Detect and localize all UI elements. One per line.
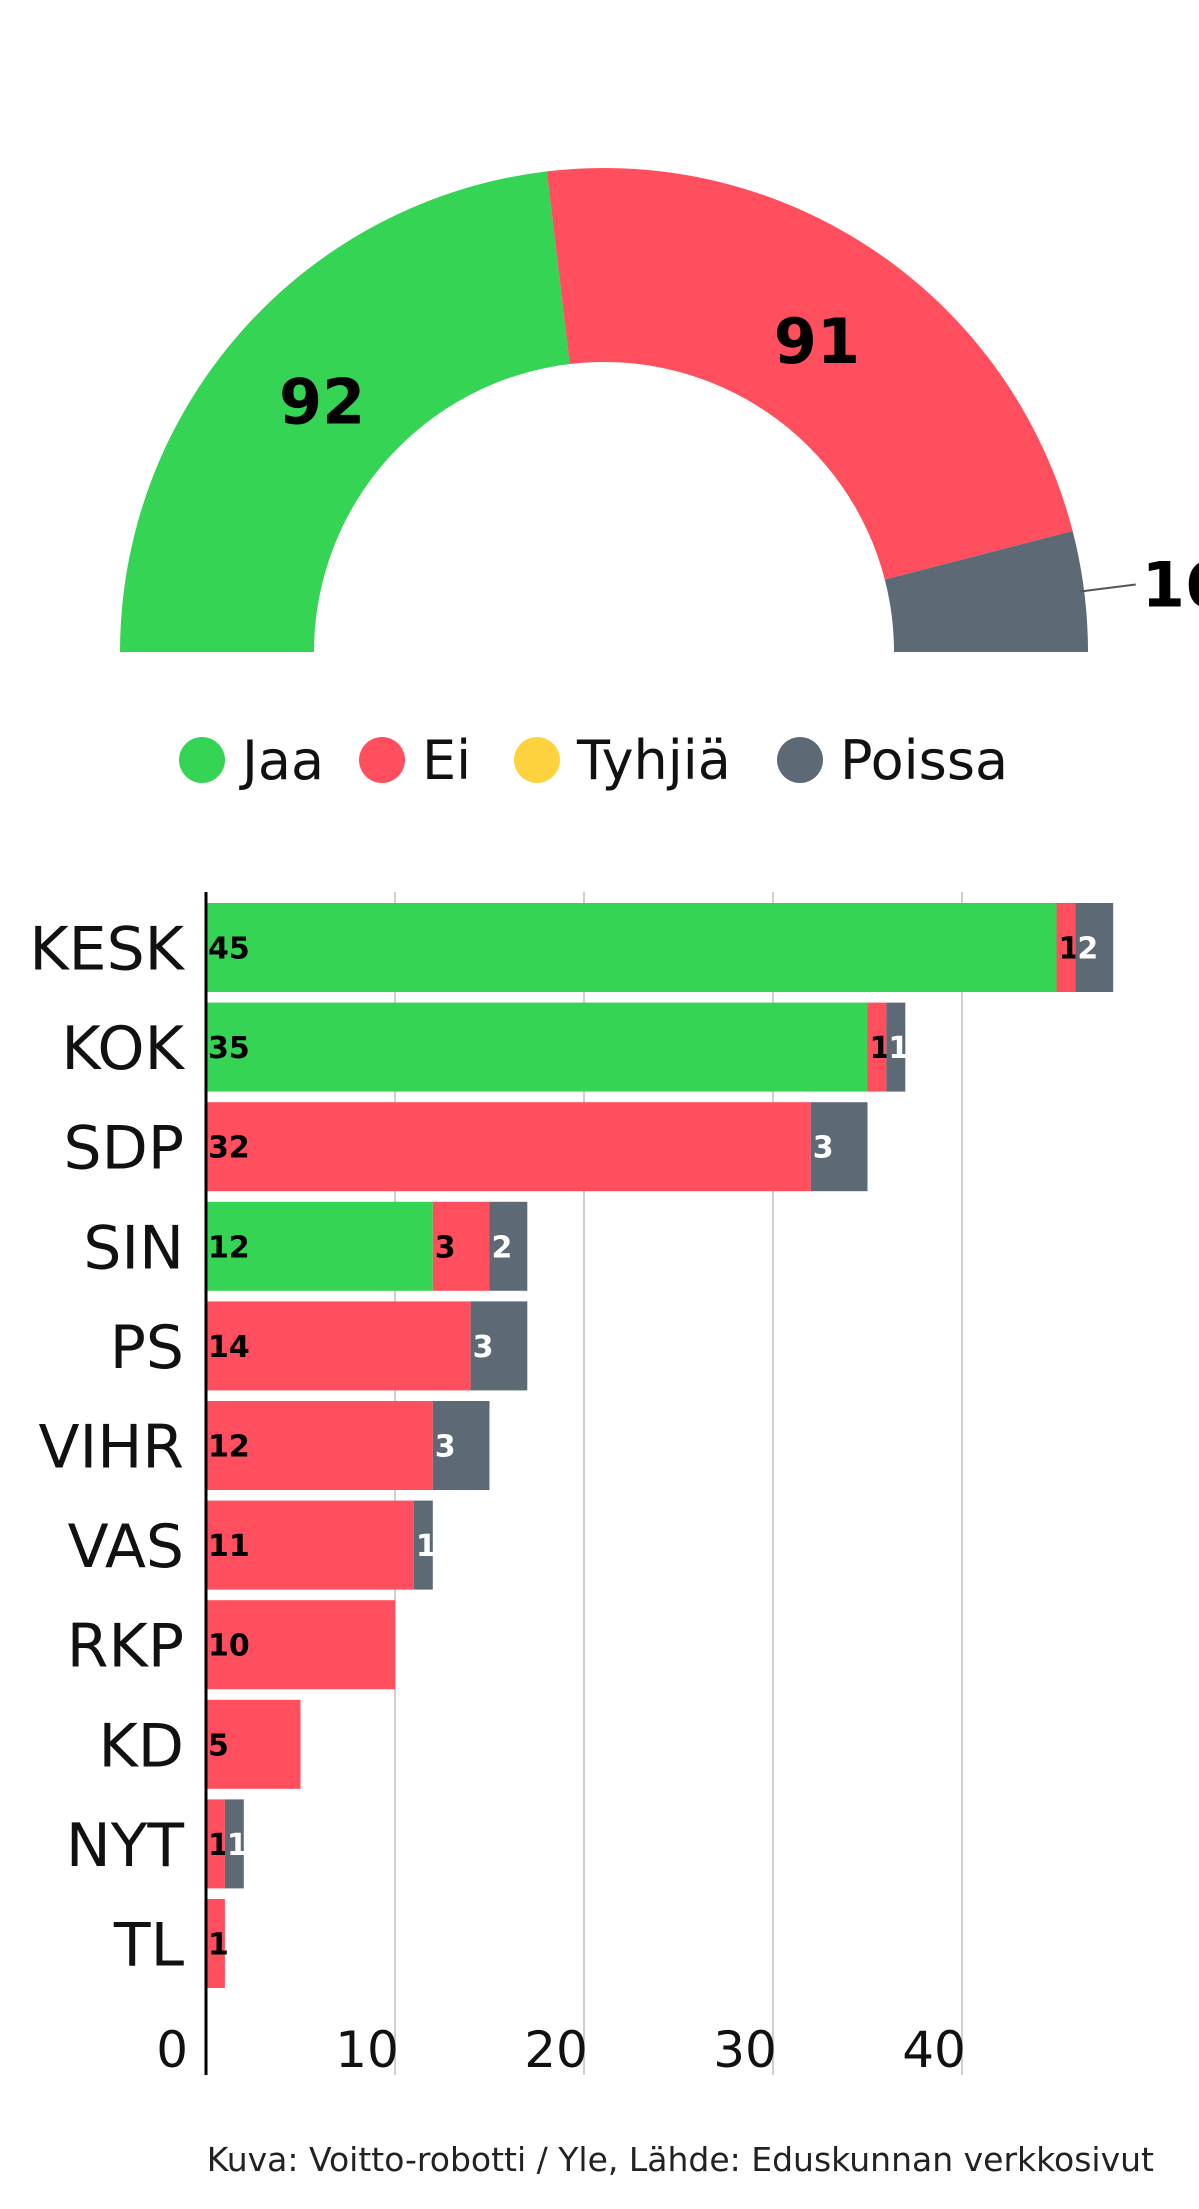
bar-segment-ei (206, 1699, 301, 1789)
bar-value-label: 3 (435, 1430, 456, 1465)
bar-value-label: 12 (208, 1230, 250, 1265)
bar-segment-ei (206, 1102, 811, 1192)
bar-value-label: 1 (208, 1828, 229, 1863)
bar-value-label: 11 (208, 1529, 250, 1564)
legend-dot-poissa (777, 737, 823, 783)
legend: Jaa Ei Tyhjiä Poissa (179, 729, 1008, 792)
bar-segment-ei (206, 1799, 225, 1889)
donut-value-label: 91 (774, 305, 860, 378)
bar-value-label: 5 (208, 1728, 229, 1763)
bar-value-label: 32 (208, 1131, 250, 1166)
bar-segment-poissa (489, 1201, 528, 1291)
bar-value-label: 35 (208, 1031, 250, 1066)
bar-segment-ei (432, 1201, 490, 1291)
donut-slice-ei (546, 168, 1073, 580)
bar-value-label: 3 (473, 1330, 494, 1365)
x-tick-label: 20 (524, 2021, 588, 2079)
bar-segment-jaa (206, 1002, 868, 1092)
category-label-kok: KOK (61, 1014, 185, 1084)
category-label-vihr: VIHR (38, 1413, 184, 1483)
bar-segment-ei (867, 1002, 887, 1092)
bar-segment-poissa (886, 1002, 906, 1092)
category-label-ps: PS (110, 1313, 184, 1383)
legend-dot-jaa (179, 737, 225, 783)
legend-label-jaa: Jaa (239, 729, 324, 792)
category-label-kesk: KESK (29, 915, 185, 985)
bar-value-label: 1 (208, 1928, 229, 1963)
donut-slice-poissa (884, 531, 1088, 652)
bar-segment-ei (206, 1500, 414, 1590)
legend-label-tyhjia: Tyhjiä (576, 729, 731, 792)
bar-segment-ei (206, 1899, 225, 1988)
bar-value-label: 45 (208, 932, 250, 967)
bar-value-label: 12 (208, 1430, 250, 1465)
bar-segment-poissa (432, 1401, 490, 1490)
bar-value-label: 3 (813, 1131, 834, 1166)
category-label-sin: SIN (83, 1213, 184, 1283)
x-tick-label: 40 (902, 2021, 966, 2079)
bar-value-label: 1 (1059, 932, 1080, 967)
category-label-sdp: SDP (64, 1114, 184, 1184)
bar-segment-ei (1056, 903, 1076, 992)
category-label-rkp: RKP (67, 1612, 184, 1682)
bar-value-label: 1 (888, 1031, 909, 1066)
bar-segment-jaa (206, 903, 1057, 992)
bar-segment-poissa (1075, 903, 1114, 992)
category-label-vas: VAS (68, 1512, 184, 1582)
donut-value-label: 92 (279, 366, 365, 439)
x-tick-label: 30 (713, 2021, 777, 2079)
bar-value-label: 1 (416, 1529, 437, 1564)
bar-segment-ei (206, 1301, 471, 1391)
legend-dot-ei (359, 737, 405, 783)
x-tick-label: 10 (335, 2021, 399, 2079)
category-label-tl: TL (113, 1911, 185, 1981)
bar-segment-ei (206, 1401, 433, 1490)
bar-value-label: 10 (208, 1629, 250, 1664)
half-donut-chart: 92 91 16 (120, 168, 1199, 653)
bar-value-label: 14 (208, 1330, 250, 1365)
source-credit: Kuva: Voitto-robotti / Yle, Lähde: Edusk… (206, 2140, 1154, 2179)
bar-segment-ei (206, 1600, 395, 1690)
bar-segment-poissa (224, 1799, 244, 1889)
legend-label-poissa: Poissa (840, 729, 1008, 792)
donut-value-label: 16 (1142, 548, 1199, 621)
legend-label-ei: Ei (422, 729, 471, 792)
bar-value-label: 1 (870, 1031, 891, 1066)
legend-dot-tyhjia (514, 737, 560, 783)
donut-slice-jaa (120, 171, 570, 653)
category-label-nyt: NYT (66, 1811, 185, 1881)
category-label-kd: KD (98, 1711, 184, 1781)
bar-segment-poissa (810, 1102, 868, 1192)
bar-value-label: 2 (492, 1230, 513, 1265)
bar-segment-poissa (413, 1500, 433, 1590)
bar-segment-poissa (470, 1301, 528, 1391)
bar-value-label: 1 (227, 1828, 248, 1863)
bar-value-label: 3 (435, 1230, 456, 1265)
donut-leader-line (1080, 583, 1136, 593)
bar-value-label: 2 (1077, 932, 1098, 967)
x-tick-label: 0 (156, 2021, 188, 2079)
bar-segment-jaa (206, 1201, 433, 1291)
